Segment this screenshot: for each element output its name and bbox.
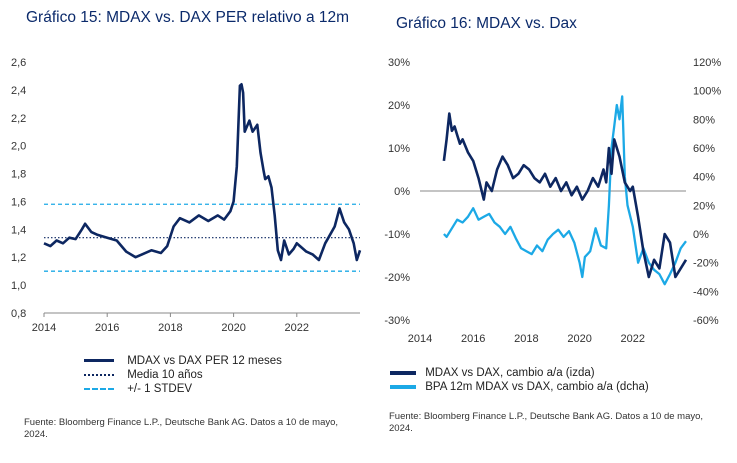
x-tick-label: 2018	[158, 322, 182, 334]
legend-swatch-dotted	[84, 373, 114, 376]
y-tick-label: 2,4	[11, 85, 26, 97]
y-right-tick-label: 0%	[693, 229, 709, 241]
series-line-mdax-dax-per	[43, 83, 362, 262]
y-tick-label: 2,6	[11, 57, 26, 69]
y-right-tick-label: 120%	[693, 57, 721, 69]
left-legend-item-1: MDAX vs DAX PER 12 meses	[84, 355, 282, 367]
legend-label: BPA 12m MDAX vs DAX, cambio a/a (dcha)	[425, 381, 649, 393]
y-left-tick-label: 20%	[388, 100, 410, 112]
left-legend-item-3: +/- 1 STDEV	[84, 383, 192, 395]
right-source-note: Fuente: Bloomberg Finance L.P., Deutsche…	[389, 411, 704, 434]
x-tick-label: 2022	[285, 322, 309, 334]
legend-label: MDAX vs DAX PER 12 meses	[127, 355, 282, 367]
legend-label: MDAX vs DAX, cambio a/a (izda)	[425, 367, 595, 379]
x-tick-label: 2022	[621, 333, 645, 345]
y-tick-label: 1,2	[11, 252, 26, 264]
series-line-bpa-12m	[443, 95, 687, 286]
series-line-mdax-dax-change	[442, 112, 688, 279]
y-tick-label: 2,2	[11, 113, 26, 125]
y-left-tick-label: -20%	[384, 272, 410, 284]
legend-label: Media 10 años	[127, 369, 203, 381]
y-right-tick-label: 20%	[693, 200, 715, 212]
y-tick-label: 2,0	[11, 141, 26, 153]
y-right-tick-label: 80%	[693, 114, 715, 126]
x-tick-label: 2020	[567, 333, 591, 345]
x-tick-label: 2016	[461, 333, 485, 345]
left-chart-title: Gráfico 15: MDAX vs. DAX PER relativo a …	[26, 9, 350, 26]
y-right-tick-label: -20%	[693, 258, 719, 270]
legend-swatch-dashed	[84, 387, 114, 390]
x-tick-label: 2014	[32, 322, 56, 334]
y-right-tick-label: 60%	[693, 143, 715, 155]
legend-swatch-navy	[390, 370, 416, 375]
y-right-tick-label: -40%	[693, 286, 719, 298]
y-left-tick-label: 10%	[388, 143, 410, 155]
y-tick-label: 1,8	[11, 169, 26, 181]
left-source-note: Fuente: Bloomberg Finance L.P., Deutsche…	[24, 417, 339, 440]
x-tick-label: 2014	[408, 333, 432, 345]
y-left-tick-label: 30%	[388, 57, 410, 69]
right-legend-item-2: BPA 12m MDAX vs DAX, cambio a/a (dcha)	[390, 381, 649, 393]
x-tick-label: 2016	[95, 322, 119, 334]
y-tick-label: 1,0	[11, 280, 26, 292]
left-legend-item-2: Media 10 años	[84, 369, 203, 381]
y-left-tick-label: -10%	[384, 229, 410, 241]
y-right-tick-label: -60%	[693, 315, 719, 327]
y-right-tick-label: 40%	[693, 172, 715, 184]
y-tick-label: 1,4	[11, 224, 26, 236]
x-tick-label: 2020	[221, 322, 245, 334]
y-left-tick-label: -30%	[384, 315, 410, 327]
x-tick-label: 2018	[514, 333, 538, 345]
right-legend-item-1: MDAX vs DAX, cambio a/a (izda)	[390, 367, 595, 379]
y-tick-label: 0,8	[11, 308, 26, 320]
right-chart-title: Gráfico 16: MDAX vs. Dax	[396, 15, 577, 32]
y-left-tick-label: 0%	[394, 186, 410, 198]
legend-swatch-solid	[84, 359, 114, 363]
legend-label: +/- 1 STDEV	[127, 383, 193, 395]
legend-swatch-cyan	[390, 384, 416, 389]
y-right-tick-label: 100%	[693, 86, 721, 98]
y-tick-label: 1,6	[11, 196, 26, 208]
